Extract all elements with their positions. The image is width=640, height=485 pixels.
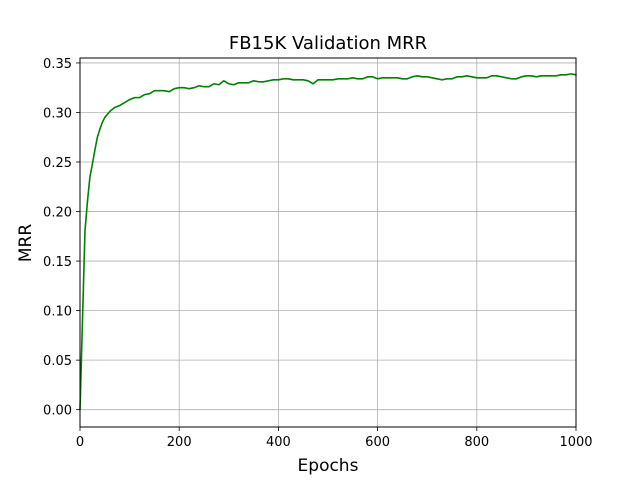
y-tick-label: 0.00 bbox=[43, 404, 72, 419]
y-tick-label: 0.35 bbox=[43, 57, 72, 72]
plot-frame bbox=[79, 57, 577, 428]
y-tick-label: 0.25 bbox=[43, 156, 72, 171]
chart-title: FB15K Validation MRR bbox=[229, 33, 427, 54]
y-axis: 0.00 0.05 0.10 0.15 0.20 0.25 0.30 0.35 bbox=[43, 57, 80, 419]
y-tick-label: 0.10 bbox=[43, 305, 72, 320]
series-layer bbox=[79, 73, 577, 411]
x-axis-label: Epochs bbox=[298, 456, 359, 476]
y-tick-label: 0.15 bbox=[43, 255, 72, 270]
x-tick-label: 0 bbox=[76, 435, 84, 450]
x-tick-label: 400 bbox=[266, 435, 291, 450]
x-tick-label: 600 bbox=[365, 435, 390, 450]
y-axis-label: MRR bbox=[16, 224, 36, 262]
y-tick-label: 0.20 bbox=[43, 206, 72, 221]
x-tick-label: 800 bbox=[464, 435, 489, 450]
x-tick-label: 1000 bbox=[559, 435, 592, 450]
y-tick-label: 0.05 bbox=[43, 354, 72, 369]
y-tick-label: 0.30 bbox=[43, 106, 72, 121]
x-tick-label: 200 bbox=[167, 435, 192, 450]
x-axis: 0 200 400 600 800 1000 bbox=[76, 427, 593, 450]
series-line bbox=[79, 73, 577, 411]
